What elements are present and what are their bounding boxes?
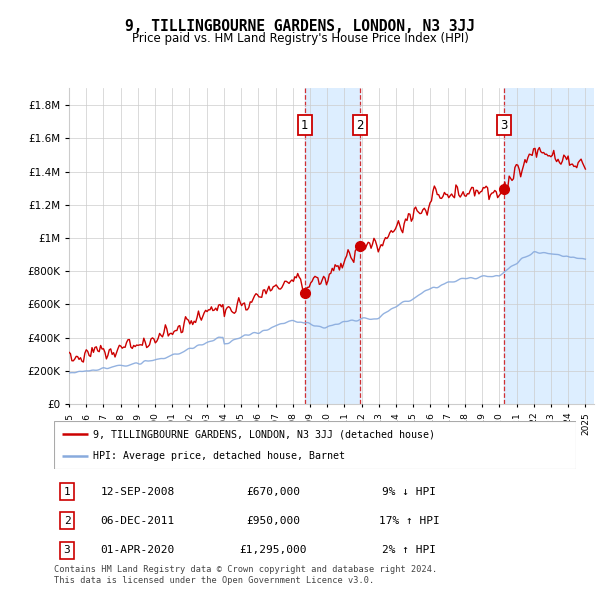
Bar <box>305 88 360 404</box>
Text: Price paid vs. HM Land Registry's House Price Index (HPI): Price paid vs. HM Land Registry's House … <box>131 32 469 45</box>
Text: £1,295,000: £1,295,000 <box>239 545 307 555</box>
Text: 2: 2 <box>64 516 70 526</box>
Text: £670,000: £670,000 <box>246 487 300 497</box>
Text: £950,000: £950,000 <box>246 516 300 526</box>
Text: 2% ↑ HPI: 2% ↑ HPI <box>382 545 436 555</box>
Text: 2: 2 <box>356 119 364 132</box>
Text: 12-SEP-2008: 12-SEP-2008 <box>100 487 175 497</box>
Text: 1: 1 <box>64 487 70 497</box>
Text: HPI: Average price, detached house, Barnet: HPI: Average price, detached house, Barn… <box>93 451 345 461</box>
Text: 3: 3 <box>500 119 508 132</box>
Text: 01-APR-2020: 01-APR-2020 <box>100 545 175 555</box>
Text: 9, TILLINGBOURNE GARDENS, LONDON, N3 3JJ (detached house): 9, TILLINGBOURNE GARDENS, LONDON, N3 3JJ… <box>93 429 435 439</box>
Text: Contains HM Land Registry data © Crown copyright and database right 2024.
This d: Contains HM Land Registry data © Crown c… <box>54 565 437 585</box>
Text: 17% ↑ HPI: 17% ↑ HPI <box>379 516 439 526</box>
Text: 9, TILLINGBOURNE GARDENS, LONDON, N3 3JJ: 9, TILLINGBOURNE GARDENS, LONDON, N3 3JJ <box>125 19 475 34</box>
Text: 06-DEC-2011: 06-DEC-2011 <box>100 516 175 526</box>
Text: 1: 1 <box>301 119 308 132</box>
Text: 9% ↓ HPI: 9% ↓ HPI <box>382 487 436 497</box>
Text: 3: 3 <box>64 545 70 555</box>
Bar <box>503 88 594 404</box>
